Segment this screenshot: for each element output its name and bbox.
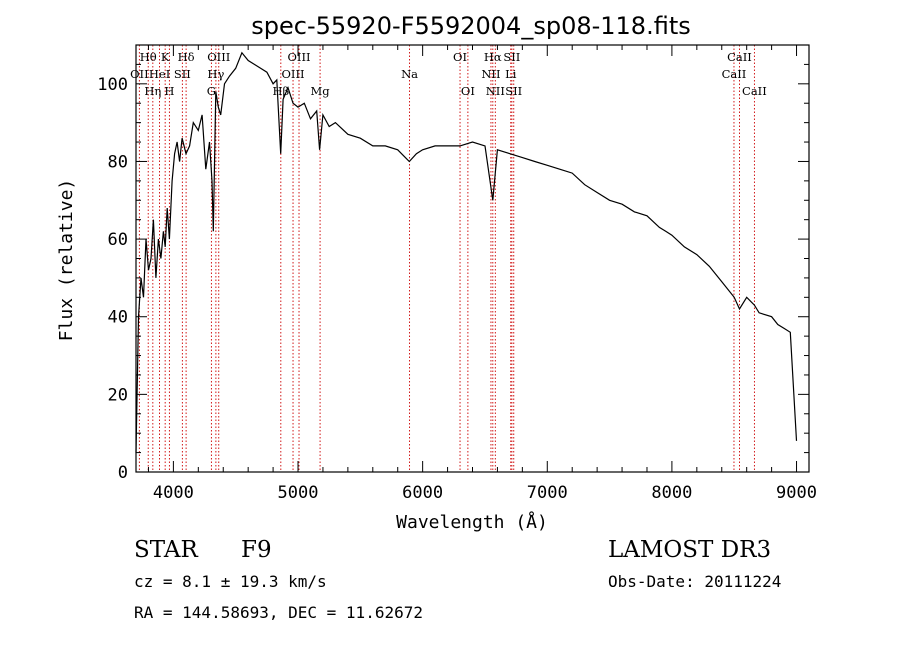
line-marker-label-26: CaII	[742, 84, 767, 98]
spectrum-plot: spec-55920-F5592004_sp08-118.fits OII Hθ H…	[56, 12, 817, 533]
line-marker-label-24: CaII	[722, 67, 747, 81]
x-tick-label-9000: 9000	[776, 483, 817, 503]
spectrum-line	[135, 51, 798, 453]
line-marker-label-15: Na	[401, 67, 418, 81]
line-marker-label-3: HeI	[149, 67, 170, 81]
line-marker-label-6: SII	[174, 67, 191, 81]
y-tick-label-0: 0	[118, 463, 128, 483]
line-marker-label-2: Hη	[144, 84, 161, 98]
survey-name: LAMOST DR3	[608, 537, 772, 563]
y-tick-label-60: 60	[108, 230, 128, 250]
coordinates: RA = 144.58693, DEC = 11.62672	[134, 603, 423, 622]
line-marker-group	[138, 45, 755, 472]
obs-date: Obs-Date: 20111224	[608, 572, 782, 591]
line-marker-label-19: Hα	[484, 50, 502, 64]
line-marker-label-14: Mg	[311, 84, 331, 98]
line-marker-label-18: NII	[481, 67, 500, 81]
y-tick-label-40: 40	[108, 308, 128, 328]
y-tick-labels: 0 20 40 60 80 100	[97, 75, 128, 483]
x-tick-label-5000: 5000	[278, 483, 319, 503]
line-marker-label-8: G	[207, 84, 216, 98]
line-marker-label-7: Hδ	[178, 50, 195, 64]
line-marker-label-13: OIII	[287, 50, 310, 64]
subclass: F9	[241, 537, 272, 563]
line-marker-label-5: H	[164, 84, 174, 98]
line-marker-label-16: OI	[453, 50, 467, 64]
line-marker-label-1: Hθ	[140, 50, 157, 64]
line-marker-label-10: OIII	[207, 50, 230, 64]
chart-title: spec-55920-F5592004_sp08-118.fits	[251, 12, 690, 40]
line-marker-label-20: NII	[486, 84, 505, 98]
line-marker-label-21: SII	[503, 50, 520, 64]
x-axis-label: Wavelength (Å)	[396, 511, 548, 533]
line-marker-label-25: CaII	[727, 50, 752, 64]
x-tick-labels: 4000 5000 6000 7000 8000 9000	[153, 483, 817, 503]
x-tick-label-7000: 7000	[527, 483, 568, 503]
line-marker-label-17: OI	[461, 84, 475, 98]
axis-ticks	[136, 44, 809, 473]
line-label-group: OIIHθHηHeIKHSIIHδGHγOIIIHβOIIIOIIIMgNaOI…	[130, 50, 767, 98]
x-tick-label-6000: 6000	[402, 483, 443, 503]
y-tick-label-100: 100	[97, 75, 128, 95]
plot-frame	[135, 44, 810, 473]
y-tick-label-80: 80	[108, 152, 128, 172]
x-tick-label-4000: 4000	[153, 483, 194, 503]
object-class: STAR	[134, 537, 198, 563]
line-marker-label-22: Li	[505, 67, 517, 81]
line-marker-label-4: K	[161, 50, 170, 64]
line-marker-label-12: OIII	[282, 67, 305, 81]
line-marker-label-0: OII	[130, 67, 149, 81]
line-marker-label-9: Hγ	[207, 67, 224, 81]
y-axis-label: Flux (relative)	[56, 179, 77, 342]
redshift-value: cz = 8.1 ± 19.3 km/s	[134, 572, 327, 591]
line-marker-label-23: SII	[505, 84, 522, 98]
y-tick-label-20: 20	[108, 385, 128, 405]
x-tick-label-8000: 8000	[651, 483, 692, 503]
